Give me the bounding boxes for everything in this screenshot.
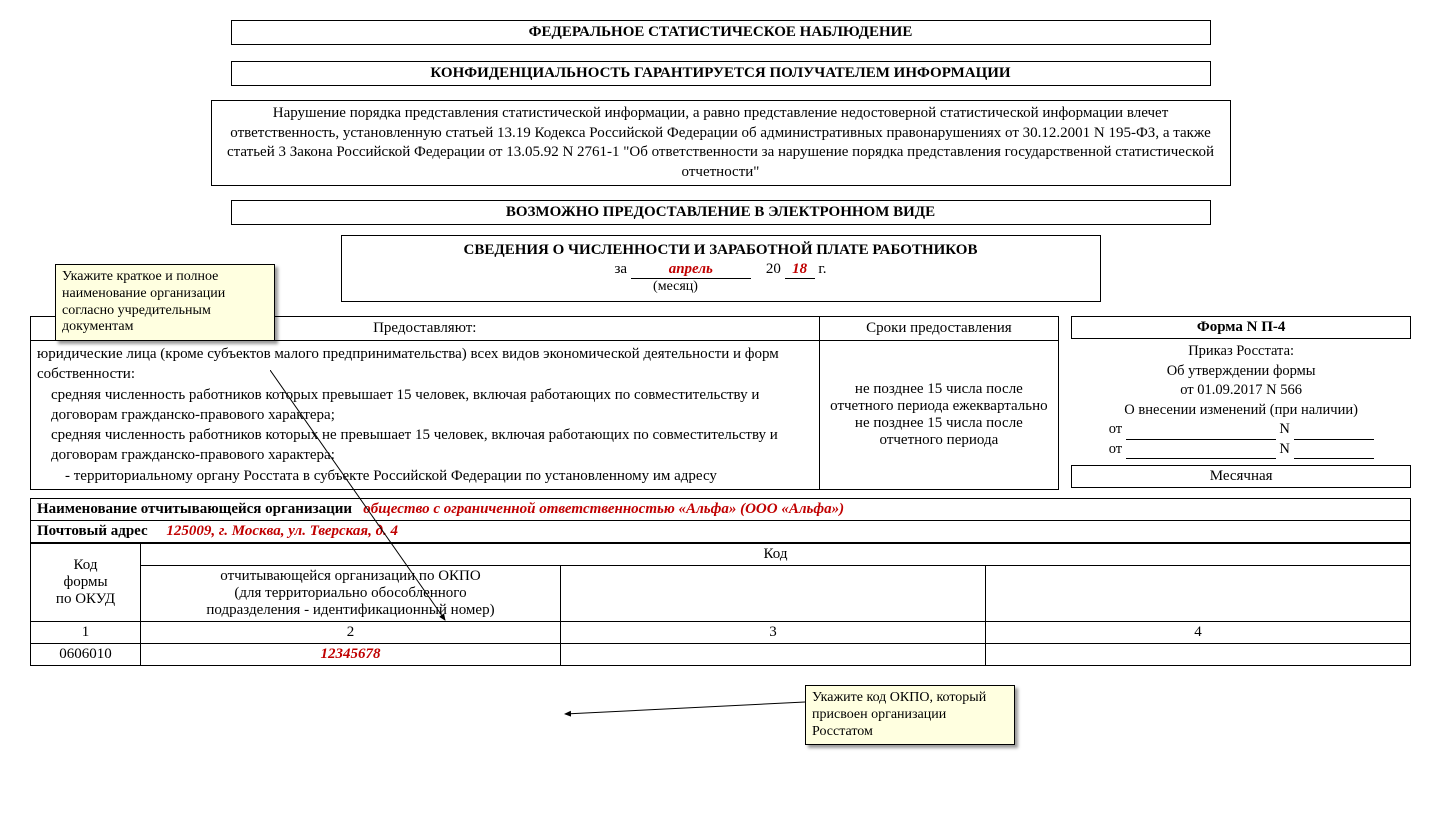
form-order: Приказ Росстата: [1071, 342, 1411, 362]
form-details: Приказ Росстата: Об утверждении формы от… [1071, 342, 1411, 459]
provide-p3: средняя численность работников которых н… [37, 425, 813, 466]
year-prefix: 20 [766, 261, 781, 277]
provide-body: юридические лица (кроме субъектов малого… [31, 341, 820, 490]
form-period: Месячная [1071, 465, 1411, 488]
code-col3-empty [561, 565, 986, 621]
form-approval: Об утверждении формы [1071, 362, 1411, 382]
col-num-1: 1 [31, 621, 141, 643]
callout-okpo: Укажите код ОКПО, который присвоен орган… [805, 685, 1015, 745]
report-info-box: СВЕДЕНИЯ О ЧИСЛЕННОСТИ И ЗАРАБОТНОЙ ПЛАТ… [341, 235, 1101, 302]
deadline-body: не позднее 15 числа после отчетного пери… [819, 341, 1059, 490]
okpo-label-cell: отчитывающейся организации по ОКПО (для … [141, 565, 561, 621]
org-addr-label: Почтовый адрес [37, 523, 148, 539]
month-value: апрель [669, 261, 713, 277]
provide-p2: средняя численность работников которых п… [37, 385, 813, 426]
form-date: от 01.09.2017 N 566 [1071, 381, 1411, 401]
org-table: Наименование отчитывающейся организации … [30, 498, 1411, 543]
year-value: 18 [792, 261, 807, 277]
col-num-3: 3 [561, 621, 986, 643]
code-col4-empty [986, 565, 1411, 621]
period-line: за апрель 20 18 г. [352, 261, 1090, 279]
org-addr-row: Почтовый адрес 125009, г. Москва, ул. Тв… [31, 520, 1411, 542]
callout-org-name: Укажите краткое и полное наименование ор… [55, 264, 275, 341]
org-addr-value: 125009, г. Москва, ул. Тверская, д. 4 [166, 523, 398, 539]
org-name-label: Наименование отчитывающейся организации [37, 501, 352, 517]
okud-label-cell: Код формы по ОКУД [31, 543, 141, 621]
org-name-row: Наименование отчитывающейся организации … [31, 498, 1411, 520]
arrow-okpo [560, 700, 810, 720]
provide-table: Предоставляют: Сроки предоставления юрид… [30, 316, 1059, 490]
codes-table: Код формы по ОКУД Код отчитывающейся орг… [30, 543, 1411, 666]
kod-header: Код [141, 543, 1411, 565]
form-line1: от N [1071, 420, 1411, 440]
liability-box: Нарушение порядка представления статисти… [211, 100, 1231, 186]
month-label: (месяц) [262, 279, 1090, 295]
electronic-box: ВОЗМОЖНО ПРЕДОСТАВЛЕНИЕ В ЭЛЕКТРОННОМ ВИ… [231, 200, 1211, 225]
form-number: Форма N П-4 [1071, 316, 1411, 339]
form-info-column: Форма N П-4 Приказ Росстата: Об утвержде… [1071, 316, 1411, 498]
col-num-2: 2 [141, 621, 561, 643]
report-title: СВЕДЕНИЯ О ЧИСЛЕННОСТИ И ЗАРАБОТНОЙ ПЛАТ… [352, 242, 1090, 259]
deadline-header: Сроки предоставления [819, 317, 1059, 341]
okpo-value: 12345678 [141, 643, 561, 665]
form-line2: от N [1071, 440, 1411, 460]
col3-value [561, 643, 986, 665]
org-name-value: общество с ограниченной ответственностью… [363, 501, 844, 517]
provide-p4: - территориальному органу Росстата в суб… [37, 466, 813, 486]
provide-p1: юридические лица (кроме субъектов малого… [37, 344, 813, 385]
federal-observation-title: ФЕДЕРАЛЬНОЕ СТАТИСТИЧЕСКОЕ НАБЛЮДЕНИЕ [231, 20, 1211, 45]
year-suffix: г. [818, 261, 826, 277]
col-num-4: 4 [986, 621, 1411, 643]
col4-value [986, 643, 1411, 665]
form-changes: О внесении изменений (при наличии) [1071, 401, 1411, 421]
okud-value: 0606010 [31, 643, 141, 665]
za-label: за [614, 261, 627, 277]
confidentiality-box: КОНФИДЕНЦИАЛЬНОСТЬ ГАРАНТИРУЕТСЯ ПОЛУЧАТ… [231, 61, 1211, 86]
